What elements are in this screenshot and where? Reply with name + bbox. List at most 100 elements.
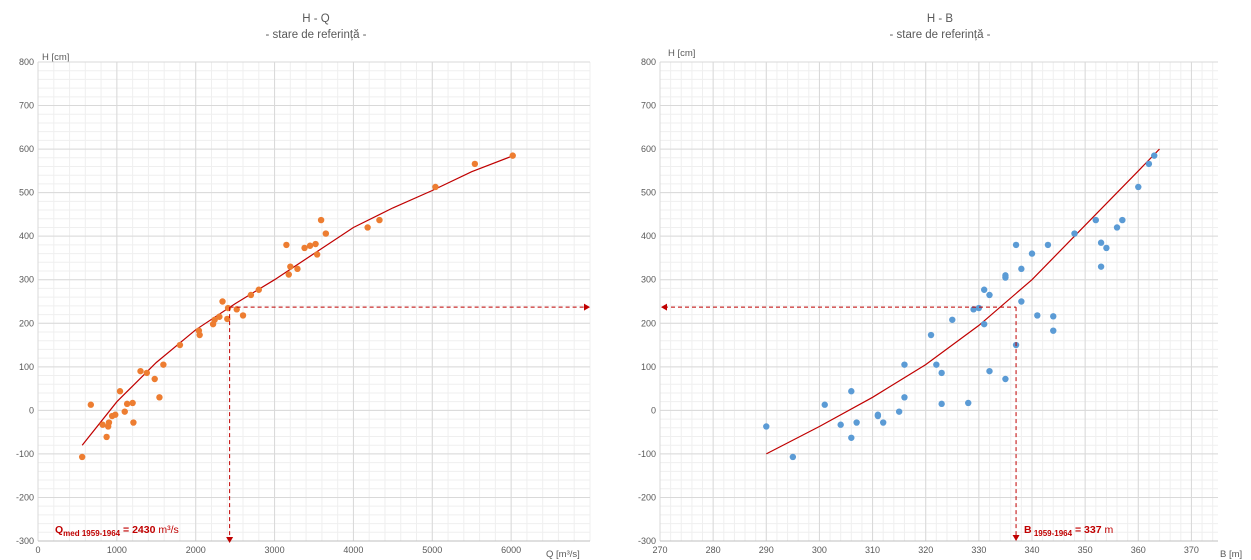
- data-point: [1002, 272, 1009, 279]
- data-point: [294, 265, 301, 273]
- annotation-value: 2430: [132, 524, 156, 536]
- chart-subtitle: - stare de referință -: [266, 29, 367, 41]
- annotation-unit: m³/s: [155, 524, 178, 536]
- data-point: [837, 421, 844, 428]
- data-point: [364, 224, 371, 231]
- y-tick-label: 0: [651, 405, 656, 415]
- data-point: [376, 216, 383, 224]
- y-tick-label: 0: [29, 405, 34, 415]
- data-point: [160, 361, 167, 368]
- data-point: [471, 160, 479, 168]
- annotation-label: B 1959-1964 = 337 m: [1024, 524, 1113, 538]
- data-point: [130, 419, 137, 426]
- chart-subtitle: - stare de referință -: [890, 29, 991, 41]
- trendline: [81, 155, 512, 446]
- data-point: [219, 298, 226, 305]
- data-point: [848, 434, 855, 441]
- data-point: [874, 411, 882, 418]
- data-point: [933, 361, 940, 368]
- y-tick-label: 800: [19, 57, 34, 67]
- y-tick-label: 700: [641, 101, 656, 111]
- x-tick-label: 310: [865, 545, 880, 555]
- x-tick-label: 330: [971, 545, 986, 555]
- data-point: [1018, 298, 1025, 305]
- arrow-head: [661, 303, 667, 311]
- data-point: [151, 375, 158, 383]
- x-tick-label: 280: [706, 545, 721, 555]
- y-tick-label: 100: [641, 362, 656, 372]
- x-tick-label: 0: [35, 545, 40, 555]
- y-tick-label: -200: [638, 492, 656, 502]
- data-point: [970, 306, 977, 313]
- y-tick-label: 800: [641, 57, 656, 67]
- y-tick-label: 500: [641, 188, 656, 198]
- y-tick-label: 700: [19, 101, 34, 111]
- data-point: [255, 286, 262, 293]
- annotation-sub: med 1959-1964: [63, 529, 120, 538]
- y-tick-label: 200: [19, 318, 34, 328]
- data-point: [901, 394, 908, 401]
- data-point: [901, 361, 908, 368]
- data-point: [224, 304, 232, 312]
- data-point: [322, 230, 330, 237]
- x-tick-label: 6000: [501, 545, 521, 555]
- data-point: [112, 411, 119, 418]
- data-point: [763, 423, 770, 430]
- data-point: [123, 400, 131, 408]
- data-point: [980, 320, 988, 328]
- data-point: [1002, 375, 1009, 383]
- data-point: [224, 315, 231, 323]
- trendline: [766, 148, 1160, 455]
- data-point: [196, 331, 203, 339]
- data-point: [156, 394, 163, 401]
- x-tick-label: 340: [1024, 545, 1039, 555]
- data-point: [137, 367, 144, 375]
- chart-h-q: H - Q - stare de referință - H [cm] Q [m…: [0, 0, 620, 560]
- data-point: [1050, 313, 1057, 320]
- data-point: [1097, 263, 1105, 270]
- data-point: [78, 453, 86, 461]
- data-point: [1092, 216, 1099, 224]
- y-tick-label: 300: [19, 275, 34, 285]
- data-point: [239, 312, 247, 319]
- annotation-sub: 1959-1964: [1032, 529, 1073, 538]
- data-point: [103, 433, 110, 441]
- data-point: [216, 313, 223, 320]
- x-tick-label: 290: [759, 545, 774, 555]
- data-point: [1050, 327, 1057, 334]
- x-tick-label: 350: [1078, 545, 1093, 555]
- data-point: [1145, 160, 1153, 168]
- data-point: [986, 291, 993, 299]
- data-point: [1113, 224, 1121, 231]
- x-tick-label: 270: [652, 545, 667, 555]
- data-point: [129, 399, 136, 407]
- data-point: [1028, 250, 1036, 257]
- annotation-value: 337: [1084, 524, 1102, 536]
- data-point: [432, 183, 439, 191]
- x-tick-label: 360: [1131, 545, 1146, 555]
- data-point: [1018, 265, 1025, 273]
- arrow-head: [1012, 535, 1020, 541]
- data-point: [1135, 183, 1142, 191]
- x-tick-label: 370: [1184, 545, 1199, 555]
- data-point: [211, 316, 218, 323]
- y-tick-label: 400: [641, 231, 656, 241]
- data-point: [986, 367, 993, 375]
- x-tick-label: 320: [918, 545, 933, 555]
- x-tick-label: 1000: [107, 545, 127, 555]
- y-tick-label: 500: [19, 188, 34, 198]
- x-tick-label: 5000: [422, 545, 442, 555]
- data-point: [965, 399, 972, 407]
- data-point: [283, 241, 290, 249]
- data-point: [176, 341, 184, 349]
- data-point: [848, 388, 855, 395]
- y-axis-label: H [cm]: [668, 48, 695, 59]
- x-tick-label: 3000: [265, 545, 285, 555]
- data-point: [1097, 239, 1105, 246]
- data-point: [1071, 230, 1078, 237]
- y-tick-label: 400: [19, 231, 34, 241]
- data-point: [285, 271, 292, 278]
- data-point: [306, 242, 314, 249]
- data-point: [938, 400, 945, 408]
- chart-title: H - B: [927, 13, 954, 25]
